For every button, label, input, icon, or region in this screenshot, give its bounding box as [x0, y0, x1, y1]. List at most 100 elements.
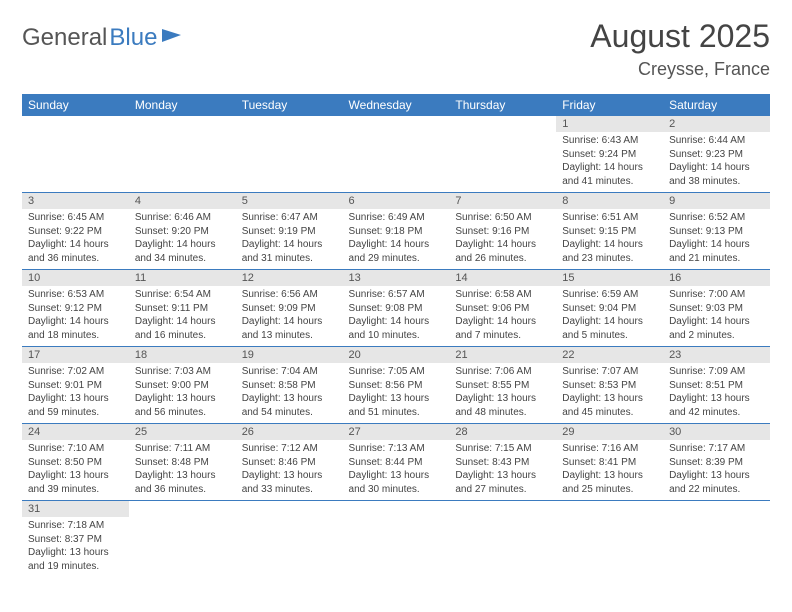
calendar-cell: 12Sunrise: 6:56 AMSunset: 9:09 PMDayligh… — [236, 270, 343, 347]
day-number: 28 — [449, 424, 556, 440]
day-number: 22 — [556, 347, 663, 363]
calendar-cell: 22Sunrise: 7:07 AMSunset: 8:53 PMDayligh… — [556, 347, 663, 424]
day-details: Sunrise: 6:53 AMSunset: 9:12 PMDaylight:… — [22, 286, 129, 346]
day-number: 23 — [663, 347, 770, 363]
day-details: Sunrise: 6:52 AMSunset: 9:13 PMDaylight:… — [663, 209, 770, 269]
day-details: Sunrise: 6:57 AMSunset: 9:08 PMDaylight:… — [343, 286, 450, 346]
calendar-cell: 9Sunrise: 6:52 AMSunset: 9:13 PMDaylight… — [663, 193, 770, 270]
day-details: Sunrise: 7:12 AMSunset: 8:46 PMDaylight:… — [236, 440, 343, 500]
day-details: Sunrise: 6:44 AMSunset: 9:23 PMDaylight:… — [663, 132, 770, 192]
day-number: 24 — [22, 424, 129, 440]
weekday-header: Saturday — [663, 94, 770, 116]
calendar-cell: 8Sunrise: 6:51 AMSunset: 9:15 PMDaylight… — [556, 193, 663, 270]
calendar-cell — [129, 116, 236, 193]
day-number: 19 — [236, 347, 343, 363]
calendar-cell — [129, 501, 236, 578]
day-number: 12 — [236, 270, 343, 286]
day-number: 15 — [556, 270, 663, 286]
day-details: Sunrise: 7:15 AMSunset: 8:43 PMDaylight:… — [449, 440, 556, 500]
day-details: Sunrise: 7:16 AMSunset: 8:41 PMDaylight:… — [556, 440, 663, 500]
calendar-cell — [449, 501, 556, 578]
day-number: 26 — [236, 424, 343, 440]
day-details: Sunrise: 7:03 AMSunset: 9:00 PMDaylight:… — [129, 363, 236, 423]
day-details: Sunrise: 6:50 AMSunset: 9:16 PMDaylight:… — [449, 209, 556, 269]
day-details: Sunrise: 6:51 AMSunset: 9:15 PMDaylight:… — [556, 209, 663, 269]
day-number: 8 — [556, 193, 663, 209]
calendar-cell: 17Sunrise: 7:02 AMSunset: 9:01 PMDayligh… — [22, 347, 129, 424]
day-details: Sunrise: 7:02 AMSunset: 9:01 PMDaylight:… — [22, 363, 129, 423]
day-number: 30 — [663, 424, 770, 440]
day-details: Sunrise: 6:58 AMSunset: 9:06 PMDaylight:… — [449, 286, 556, 346]
location-label: Creysse, France — [590, 59, 770, 80]
day-number: 5 — [236, 193, 343, 209]
weekday-header: Wednesday — [343, 94, 450, 116]
day-details: Sunrise: 7:07 AMSunset: 8:53 PMDaylight:… — [556, 363, 663, 423]
day-details: Sunrise: 6:56 AMSunset: 9:09 PMDaylight:… — [236, 286, 343, 346]
calendar-cell: 30Sunrise: 7:17 AMSunset: 8:39 PMDayligh… — [663, 424, 770, 501]
calendar-cell: 5Sunrise: 6:47 AMSunset: 9:19 PMDaylight… — [236, 193, 343, 270]
calendar-cell: 28Sunrise: 7:15 AMSunset: 8:43 PMDayligh… — [449, 424, 556, 501]
day-details: Sunrise: 6:54 AMSunset: 9:11 PMDaylight:… — [129, 286, 236, 346]
calendar-body: 1Sunrise: 6:43 AMSunset: 9:24 PMDaylight… — [22, 116, 770, 577]
day-details: Sunrise: 7:06 AMSunset: 8:55 PMDaylight:… — [449, 363, 556, 423]
weekday-header: Monday — [129, 94, 236, 116]
day-number: 21 — [449, 347, 556, 363]
weekday-header: Tuesday — [236, 94, 343, 116]
calendar-cell: 20Sunrise: 7:05 AMSunset: 8:56 PMDayligh… — [343, 347, 450, 424]
calendar-cell — [343, 116, 450, 193]
calendar-cell: 24Sunrise: 7:10 AMSunset: 8:50 PMDayligh… — [22, 424, 129, 501]
calendar-cell: 14Sunrise: 6:58 AMSunset: 9:06 PMDayligh… — [449, 270, 556, 347]
logo: General Blue — [22, 24, 185, 52]
calendar-cell: 23Sunrise: 7:09 AMSunset: 8:51 PMDayligh… — [663, 347, 770, 424]
day-details: Sunrise: 6:49 AMSunset: 9:18 PMDaylight:… — [343, 209, 450, 269]
day-details: Sunrise: 6:45 AMSunset: 9:22 PMDaylight:… — [22, 209, 129, 269]
day-number: 9 — [663, 193, 770, 209]
calendar-cell: 13Sunrise: 6:57 AMSunset: 9:08 PMDayligh… — [343, 270, 450, 347]
calendar-cell: 15Sunrise: 6:59 AMSunset: 9:04 PMDayligh… — [556, 270, 663, 347]
calendar-cell — [663, 501, 770, 578]
calendar-cell — [236, 116, 343, 193]
day-details: Sunrise: 6:59 AMSunset: 9:04 PMDaylight:… — [556, 286, 663, 346]
calendar-cell: 7Sunrise: 6:50 AMSunset: 9:16 PMDaylight… — [449, 193, 556, 270]
calendar-cell: 25Sunrise: 7:11 AMSunset: 8:48 PMDayligh… — [129, 424, 236, 501]
logo-text-blue: Blue — [109, 24, 157, 52]
day-number: 2 — [663, 116, 770, 132]
day-details: Sunrise: 7:11 AMSunset: 8:48 PMDaylight:… — [129, 440, 236, 500]
day-details: Sunrise: 7:09 AMSunset: 8:51 PMDaylight:… — [663, 363, 770, 423]
day-number: 18 — [129, 347, 236, 363]
day-number: 29 — [556, 424, 663, 440]
day-number: 10 — [22, 270, 129, 286]
calendar-cell: 2Sunrise: 6:44 AMSunset: 9:23 PMDaylight… — [663, 116, 770, 193]
calendar-cell — [22, 116, 129, 193]
calendar-cell: 6Sunrise: 6:49 AMSunset: 9:18 PMDaylight… — [343, 193, 450, 270]
weekday-header: Sunday — [22, 94, 129, 116]
day-number: 25 — [129, 424, 236, 440]
title-block: August 2025 Creysse, France — [590, 18, 770, 80]
weekday-header: Friday — [556, 94, 663, 116]
day-details: Sunrise: 6:47 AMSunset: 9:19 PMDaylight:… — [236, 209, 343, 269]
day-number: 1 — [556, 116, 663, 132]
calendar-cell: 21Sunrise: 7:06 AMSunset: 8:55 PMDayligh… — [449, 347, 556, 424]
calendar-cell: 18Sunrise: 7:03 AMSunset: 9:00 PMDayligh… — [129, 347, 236, 424]
day-details: Sunrise: 7:13 AMSunset: 8:44 PMDaylight:… — [343, 440, 450, 500]
calendar-table: SundayMondayTuesdayWednesdayThursdayFrid… — [22, 94, 770, 577]
day-details: Sunrise: 6:46 AMSunset: 9:20 PMDaylight:… — [129, 209, 236, 269]
day-number: 6 — [343, 193, 450, 209]
calendar-cell — [449, 116, 556, 193]
day-number: 11 — [129, 270, 236, 286]
day-number: 16 — [663, 270, 770, 286]
day-number: 31 — [22, 501, 129, 517]
calendar-cell: 1Sunrise: 6:43 AMSunset: 9:24 PMDaylight… — [556, 116, 663, 193]
day-details: Sunrise: 7:05 AMSunset: 8:56 PMDaylight:… — [343, 363, 450, 423]
day-number: 7 — [449, 193, 556, 209]
calendar-cell: 11Sunrise: 6:54 AMSunset: 9:11 PMDayligh… — [129, 270, 236, 347]
calendar-cell — [343, 501, 450, 578]
day-number: 14 — [449, 270, 556, 286]
logo-text-general: General — [22, 24, 107, 52]
calendar-cell: 10Sunrise: 6:53 AMSunset: 9:12 PMDayligh… — [22, 270, 129, 347]
day-number: 20 — [343, 347, 450, 363]
calendar-cell: 29Sunrise: 7:16 AMSunset: 8:41 PMDayligh… — [556, 424, 663, 501]
calendar-cell: 26Sunrise: 7:12 AMSunset: 8:46 PMDayligh… — [236, 424, 343, 501]
day-details: Sunrise: 7:17 AMSunset: 8:39 PMDaylight:… — [663, 440, 770, 500]
day-number: 3 — [22, 193, 129, 209]
